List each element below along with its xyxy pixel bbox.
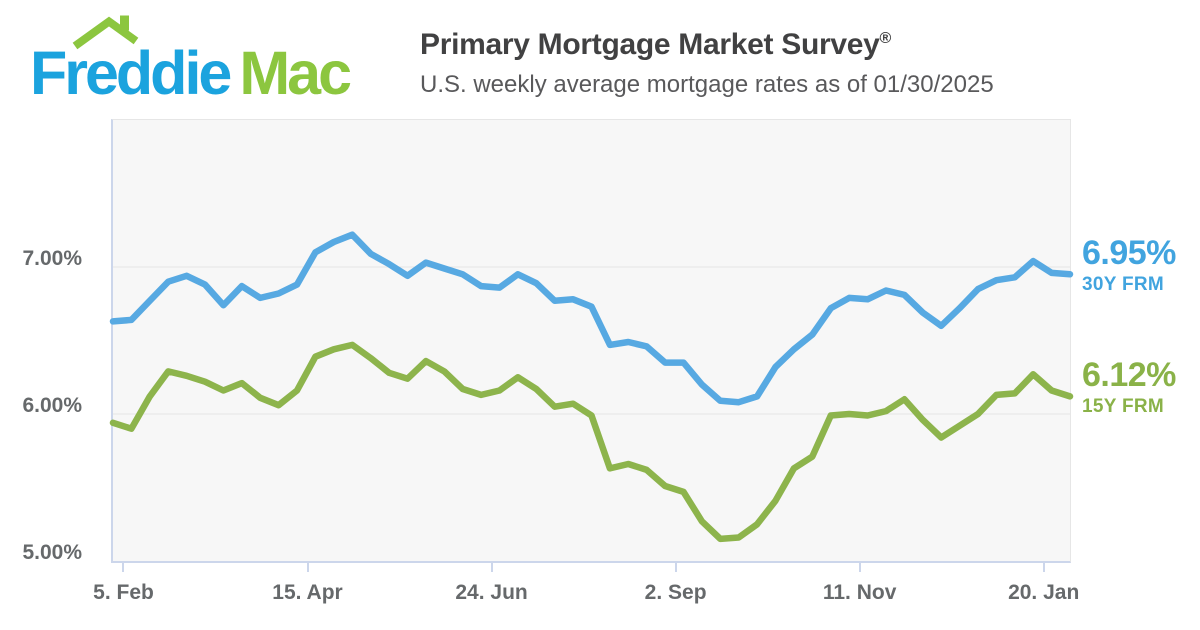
logo-text-freddie: Freddie xyxy=(30,39,232,107)
page-title: Primary Mortgage Market Survey® xyxy=(420,28,994,62)
series-line-30y-frm xyxy=(109,231,1074,406)
series-name-label: 15Y FRM xyxy=(1082,396,1164,418)
x-axis-tick xyxy=(858,562,861,572)
x-axis-label: 2. Sep xyxy=(644,581,707,604)
chimney-shape xyxy=(120,15,129,31)
freddie-mac-logo: Freddie Mac xyxy=(30,43,352,104)
roof-shape xyxy=(72,16,139,50)
x-axis-label: 20. Jan xyxy=(1008,581,1080,604)
x-axis-tick xyxy=(306,562,309,572)
series-name-label: 30Y FRM xyxy=(1082,274,1164,296)
plot-area xyxy=(111,119,1071,563)
page-title-text: Primary Mortgage Market Survey xyxy=(420,28,880,61)
annotation-15y-frm: 6.12% 15Y FRM xyxy=(1082,356,1176,419)
x-axis-tick xyxy=(490,562,493,572)
x-axis-label: 5. Feb xyxy=(93,581,154,604)
x-axis-tick xyxy=(674,562,677,572)
house-roof-icon xyxy=(72,15,139,50)
annotation-30y-frm: 6.95% 30Y FRM xyxy=(1082,234,1176,297)
x-axis-label: 11. Nov xyxy=(822,581,897,604)
y-axis-label: 5.00% xyxy=(22,541,82,564)
series-line-15y-frm xyxy=(109,341,1074,543)
page-subtitle: U.S. weekly average mortgage rates as of… xyxy=(420,71,994,98)
current-rate-value: 6.95% xyxy=(1082,234,1176,273)
registered-trademark: ® xyxy=(879,30,892,47)
x-axis-label: 24. Jun xyxy=(455,581,528,604)
current-rate-value: 6.12% xyxy=(1082,356,1176,395)
y-axis-label: 7.00% xyxy=(22,247,82,270)
x-axis-label: 15. Apr xyxy=(272,581,343,604)
x-axis-tick xyxy=(122,562,125,572)
logo-text-mac: Mac xyxy=(239,39,352,107)
y-axis-label: 6.00% xyxy=(22,394,82,417)
series-canvas xyxy=(109,231,1074,543)
title-block: Primary Mortgage Market Survey® U.S. wee… xyxy=(420,28,994,99)
x-axis-tick xyxy=(1042,562,1045,572)
